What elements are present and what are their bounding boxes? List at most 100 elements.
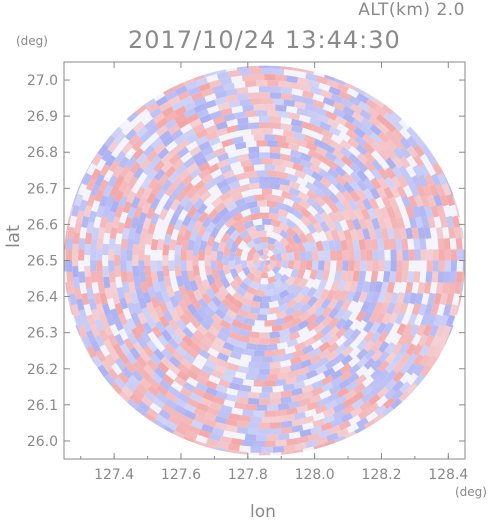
radar-cell bbox=[310, 86, 323, 96]
radar-cell bbox=[107, 333, 118, 347]
radar-cell bbox=[165, 285, 175, 298]
radar-cell bbox=[231, 319, 244, 329]
radar-cell bbox=[237, 203, 249, 213]
radar-cell bbox=[199, 190, 212, 202]
radar-cell bbox=[195, 382, 208, 393]
radar-cell bbox=[340, 412, 354, 423]
radar-cell bbox=[102, 184, 113, 198]
radar-cell bbox=[274, 164, 286, 173]
radar-cell bbox=[305, 250, 313, 261]
radar-cell bbox=[144, 255, 151, 266]
radar-cell bbox=[236, 426, 249, 435]
radar-cell bbox=[167, 171, 180, 184]
radar-cell bbox=[99, 292, 108, 305]
radar-cell bbox=[397, 175, 409, 188]
radar-cell bbox=[163, 233, 172, 246]
radar-cell bbox=[240, 260, 248, 269]
radar-cell bbox=[216, 250, 224, 261]
radar-cell bbox=[285, 218, 297, 230]
radar-cell bbox=[86, 345, 97, 359]
radar-cell bbox=[103, 339, 114, 352]
radar-cell bbox=[330, 369, 344, 381]
radar-cell bbox=[272, 355, 284, 363]
radar-cell bbox=[281, 451, 293, 456]
radar-cell bbox=[199, 114, 212, 124]
radar-cell bbox=[227, 362, 239, 372]
radar-cell bbox=[255, 224, 265, 232]
radar-cell bbox=[442, 282, 450, 295]
radar-cell bbox=[336, 82, 350, 93]
radar-cell bbox=[137, 196, 148, 209]
radar-cell bbox=[390, 216, 399, 229]
radar-cell bbox=[366, 249, 373, 261]
radar-cell bbox=[267, 170, 278, 178]
radar-cell bbox=[290, 393, 303, 403]
radar-cell bbox=[195, 135, 208, 146]
radar-cell bbox=[250, 158, 262, 166]
radar-cell bbox=[182, 229, 192, 242]
radar-cell bbox=[151, 182, 163, 196]
radar-cell bbox=[260, 242, 269, 249]
radar-cell bbox=[372, 260, 379, 272]
radar-cell bbox=[290, 194, 303, 204]
radar-cell bbox=[97, 143, 109, 157]
radar-cell bbox=[201, 364, 214, 375]
radar-cell bbox=[222, 255, 229, 266]
radar-cell bbox=[173, 112, 187, 124]
radar-cell bbox=[396, 260, 403, 272]
radar-cell bbox=[335, 200, 346, 213]
radar-cell bbox=[313, 322, 326, 334]
radar-cell bbox=[383, 217, 393, 230]
radar-cell bbox=[96, 238, 104, 250]
radar-cell bbox=[91, 308, 101, 321]
radar-cell bbox=[340, 239, 348, 251]
radar-cell bbox=[259, 176, 270, 183]
radar-cell bbox=[294, 169, 307, 180]
radar-cell bbox=[269, 116, 282, 124]
radar-cell bbox=[186, 397, 200, 408]
radar-cell bbox=[321, 269, 330, 281]
radar-cell bbox=[272, 68, 285, 75]
radar-cell bbox=[323, 143, 336, 154]
radar-cell bbox=[334, 239, 342, 251]
radar-cell bbox=[385, 369, 398, 382]
radar-cell bbox=[158, 208, 169, 221]
radar-cell bbox=[94, 334, 105, 348]
radar-cell bbox=[285, 291, 297, 303]
radar-cell bbox=[108, 271, 116, 283]
radar-cell bbox=[215, 384, 228, 394]
radar-cell bbox=[177, 420, 191, 431]
radar-cell bbox=[402, 260, 409, 272]
radar-cell bbox=[356, 179, 368, 192]
radar-cell bbox=[149, 107, 162, 119]
radar-cell bbox=[181, 335, 194, 347]
radar-cell bbox=[90, 340, 101, 353]
radar-cell bbox=[205, 386, 218, 397]
radar-cell bbox=[127, 175, 138, 189]
radar-cell bbox=[253, 410, 265, 417]
radar-cell bbox=[214, 90, 227, 99]
radar-cell bbox=[106, 210, 116, 224]
radar-cell bbox=[214, 415, 227, 425]
radar-cell bbox=[259, 254, 265, 261]
radar-cell bbox=[305, 439, 318, 449]
radar-cell bbox=[168, 145, 181, 158]
radar-cell bbox=[443, 238, 451, 250]
radar-cell bbox=[139, 158, 151, 171]
radar-cell bbox=[133, 276, 141, 288]
radar-cell bbox=[349, 328, 362, 341]
radar-cell bbox=[174, 181, 187, 194]
radar-cell bbox=[269, 331, 281, 339]
radar-cell bbox=[88, 210, 97, 223]
radar-cell bbox=[356, 417, 369, 429]
radar-cell bbox=[239, 384, 252, 393]
radar-cell bbox=[256, 404, 268, 411]
radar-cell bbox=[108, 160, 120, 173]
radar-cell bbox=[222, 264, 231, 275]
radar-cell bbox=[219, 319, 232, 330]
radar-cell bbox=[378, 341, 390, 354]
radar-cell bbox=[385, 157, 397, 170]
radar-cell bbox=[309, 117, 322, 127]
radar-cell bbox=[307, 295, 318, 308]
radar-cell bbox=[236, 123, 249, 131]
